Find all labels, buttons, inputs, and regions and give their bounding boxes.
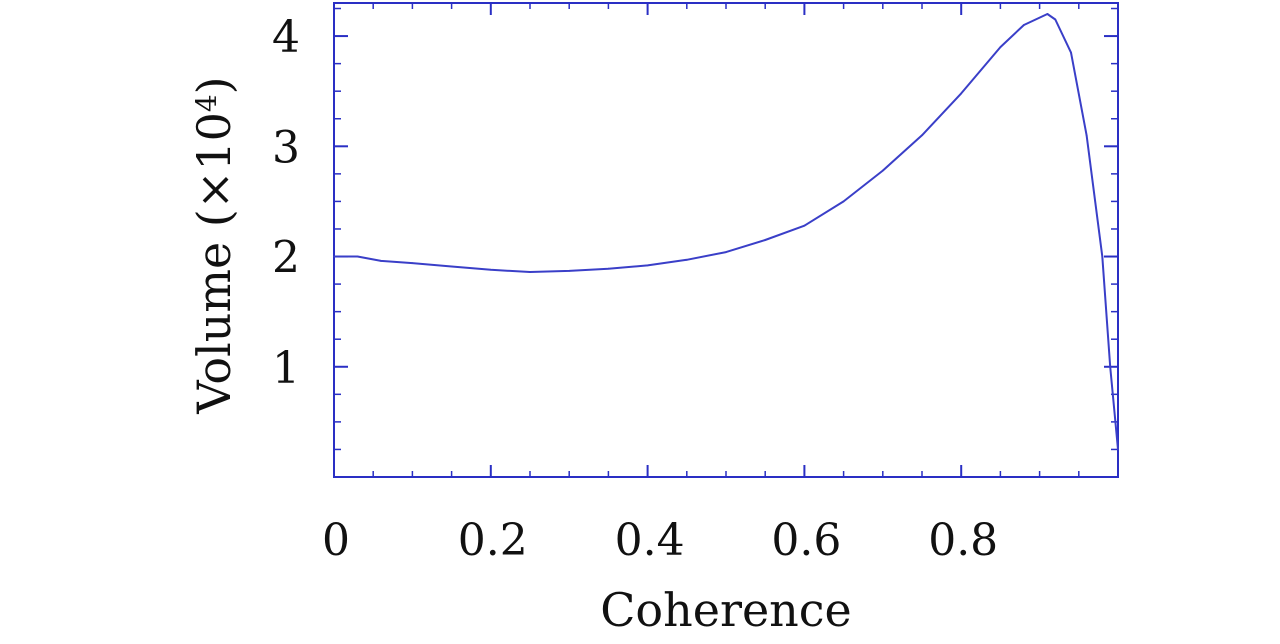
data-point [764, 239, 767, 241]
data-point [1046, 13, 1049, 15]
data-point [725, 251, 727, 254]
data-point [529, 271, 531, 273]
data-point [685, 258, 688, 261]
data-point [356, 255, 359, 258]
data-point [1054, 18, 1057, 21]
x-tick-label: 0.4 [615, 515, 685, 566]
data-point [999, 46, 1002, 48]
y-axis-title-exponent: 4 [190, 94, 223, 112]
data-point [646, 264, 649, 267]
data-point [568, 269, 571, 272]
x-tick-label: 0.6 [771, 515, 841, 566]
data-point [881, 169, 884, 172]
x-tick-label: 0.8 [928, 515, 998, 566]
data-point [1101, 255, 1104, 258]
y-axis-title-suffix: ) [187, 76, 241, 94]
data-point [960, 92, 963, 95]
x-axis-title: Coherence [600, 583, 852, 637]
data-point [380, 260, 382, 262]
data-point [1117, 448, 1119, 451]
y-tick-label: 2 [272, 233, 300, 284]
data-point [1070, 51, 1072, 54]
data-point [1109, 365, 1112, 368]
x-tick-label: 0 [322, 515, 350, 566]
data-point [842, 200, 845, 203]
data-point [1023, 24, 1025, 26]
plot-frame [333, 2, 1119, 478]
data-point [607, 267, 610, 270]
y-axis-title-main: Volume (×10 [187, 112, 241, 415]
y-tick-label: 4 [272, 12, 300, 63]
data-point [1085, 134, 1088, 137]
data-point [411, 262, 414, 265]
y-axis-title: Volume (×104) [187, 76, 241, 414]
data-point [333, 255, 335, 258]
data-point [921, 134, 923, 137]
y-tick-label: 3 [272, 122, 300, 173]
data-point [489, 268, 492, 271]
data-point [803, 224, 806, 227]
x-tick-label: 0.2 [458, 515, 528, 566]
y-tick-label: 1 [272, 343, 300, 394]
series-line [334, 13, 1119, 450]
data-point [450, 265, 453, 268]
